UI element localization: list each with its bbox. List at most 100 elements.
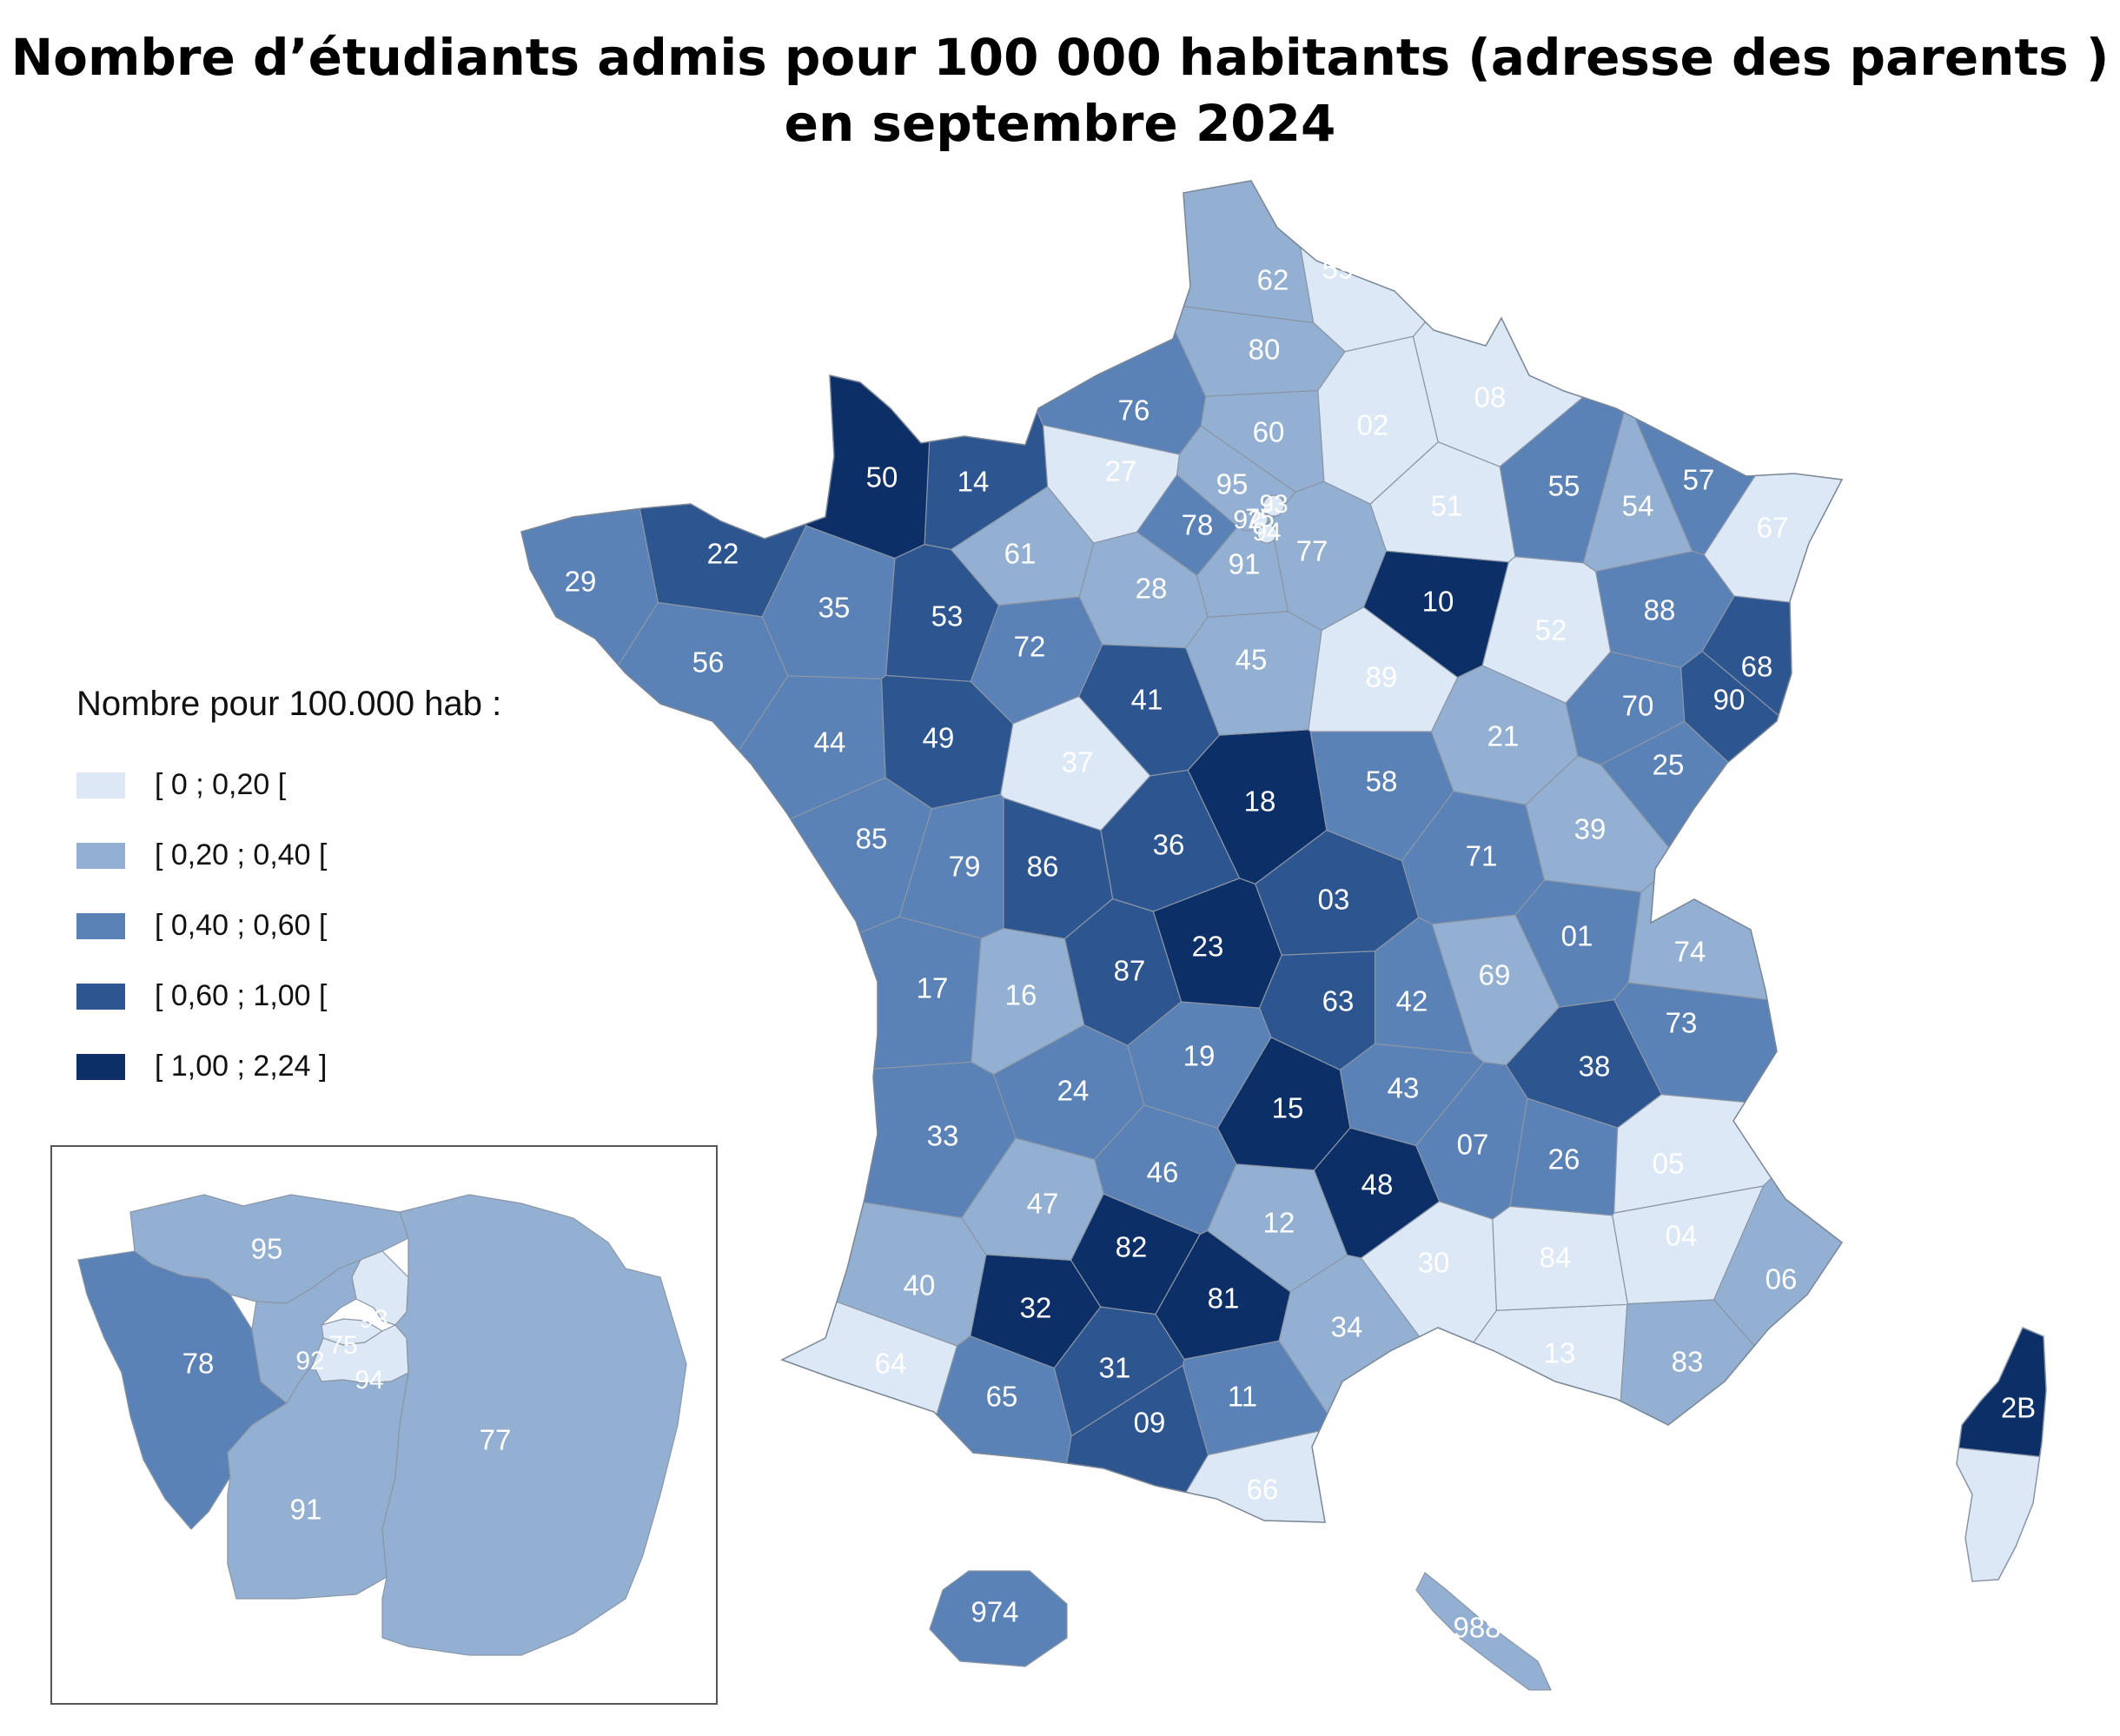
inset-department-label-91: 91 [290, 1494, 322, 1526]
department-label-60: 60 [1253, 416, 1285, 448]
department-label-33: 33 [927, 1120, 959, 1152]
department-label-17: 17 [917, 972, 949, 1004]
inset-department-77 [381, 1194, 687, 1656]
department-label-53: 53 [931, 600, 964, 633]
department-label-41: 41 [1131, 684, 1163, 716]
department-label-12: 12 [1263, 1207, 1295, 1239]
inset-department-label-94: 94 [354, 1366, 383, 1395]
legend-swatch [76, 983, 125, 1010]
department-03 [1255, 829, 1420, 956]
department-label-49: 49 [923, 722, 955, 754]
department-label-15: 15 [1272, 1092, 1304, 1124]
department-label-61: 61 [1004, 538, 1037, 570]
department-label-30: 30 [1418, 1247, 1450, 1279]
department-label-74: 74 [1674, 936, 1706, 968]
department-label-66: 66 [1247, 1474, 1279, 1506]
department-label-79: 79 [949, 851, 981, 883]
department-label-71: 71 [1466, 840, 1498, 872]
inset-department-label-93: 93 [359, 1305, 388, 1334]
department-label-77: 77 [1296, 535, 1328, 567]
department-label-64: 64 [875, 1348, 907, 1380]
department-label-62: 62 [1257, 264, 1289, 296]
department-label-10: 10 [1422, 586, 1454, 618]
department-label-14: 14 [957, 466, 990, 498]
department-label-50: 50 [866, 461, 898, 494]
department-label-68: 68 [1741, 651, 1773, 683]
legend-title: Nombre pour 100.000 hab : [76, 685, 502, 723]
department-label-42: 42 [1396, 985, 1428, 1017]
department-label-2B: 2B [2001, 1392, 2036, 1424]
mainland-border [520, 180, 1844, 1523]
department-74 [1627, 844, 1842, 1014]
department-label-16: 16 [1005, 979, 1037, 1011]
inset-department-label-77: 77 [480, 1424, 512, 1456]
department-80 [1161, 302, 1346, 397]
department-label-59: 59 [1322, 253, 1355, 285]
department-label-65: 65 [986, 1381, 1018, 1413]
department-label-54: 54 [1622, 490, 1654, 522]
department-label-31: 31 [1099, 1352, 1131, 1384]
legend-label: [ 0,20 ; 0,40 [ [155, 838, 328, 871]
department-label-34: 34 [1331, 1311, 1363, 1343]
department-label-45: 45 [1236, 644, 1268, 676]
department-82 [1070, 1193, 1201, 1315]
department-label-63: 63 [1322, 985, 1355, 1017]
department-label-82: 82 [1116, 1231, 1148, 1263]
department-label-02: 02 [1357, 409, 1389, 441]
department-label-35: 35 [818, 592, 851, 624]
department-label-06: 06 [1766, 1263, 1798, 1295]
department-label-52: 52 [1535, 614, 1567, 646]
department-label-57: 57 [1683, 464, 1715, 496]
department-label-47: 47 [1027, 1188, 1059, 1220]
department-62 [1023, 181, 1315, 324]
department-label-51: 51 [1431, 490, 1463, 522]
legend-row: [ 0 ; 0,20 [ [76, 750, 501, 820]
department-label-24: 24 [1057, 1075, 1090, 1107]
department-974 [929, 1570, 1068, 1667]
department-label-58: 58 [1366, 765, 1398, 798]
department-label-92: 92 [1233, 506, 1262, 534]
department-2A [1957, 1446, 2046, 1581]
map-title-line1: Nombre d’étudiants admis pour 100 000 ha… [10, 28, 2110, 87]
department-label-36: 36 [1153, 829, 1185, 861]
department-label-26: 26 [1548, 1143, 1580, 1176]
department-label-80: 80 [1249, 334, 1281, 366]
department-label-73: 73 [1666, 1007, 1698, 1039]
department-label-25: 25 [1653, 749, 1685, 781]
legend-row: [ 1,00 ; 2,24 ] [76, 1031, 501, 1102]
department-label-48: 48 [1361, 1169, 1394, 1201]
department-61 [950, 486, 1095, 606]
legend-swatch [76, 772, 125, 798]
department-label-13: 13 [1544, 1337, 1576, 1369]
department-label-23: 23 [1192, 931, 1224, 963]
inset-department-label-75: 75 [328, 1331, 357, 1360]
department-label-08: 08 [1474, 381, 1507, 414]
department-label-01: 01 [1561, 920, 1593, 952]
legend-label: [ 1,00 ; 2,24 ] [155, 1050, 328, 1083]
department-label-85: 85 [856, 823, 888, 855]
department-label-44: 44 [814, 726, 846, 759]
department-07 [1415, 1061, 1528, 1220]
department-label-04: 04 [1666, 1220, 1698, 1252]
department-label-76: 76 [1118, 394, 1150, 427]
department-label-95: 95 [1216, 468, 1249, 500]
inset-department-label-92: 92 [295, 1347, 324, 1375]
legend-row: [ 0,60 ; 1,00 [ [76, 961, 501, 1031]
department-label-91: 91 [1229, 548, 1261, 580]
department-label-21: 21 [1487, 720, 1520, 752]
legend-row: [ 0,20 ; 0,40 [ [76, 820, 501, 891]
legend: Nombre pour 100.000 hab : [ 0 ; 0,20 [ [ … [76, 685, 501, 1102]
department-93 [1262, 494, 1285, 517]
department-13 [1435, 1303, 1628, 1522]
department-988 [1415, 1572, 1552, 1691]
inset-department-label-78: 78 [182, 1348, 215, 1380]
department-01 [1514, 879, 1642, 1008]
department-label-67: 67 [1757, 512, 1789, 544]
department-label-11: 11 [1228, 1381, 1257, 1413]
map-title: Nombre d’étudiants admis pour 100 000 ha… [0, 24, 2120, 156]
corsica-outline [1956, 1327, 2047, 1582]
department-83 [1608, 1299, 1842, 1522]
department-label-19: 19 [1183, 1040, 1216, 1072]
department-29 [521, 181, 659, 876]
